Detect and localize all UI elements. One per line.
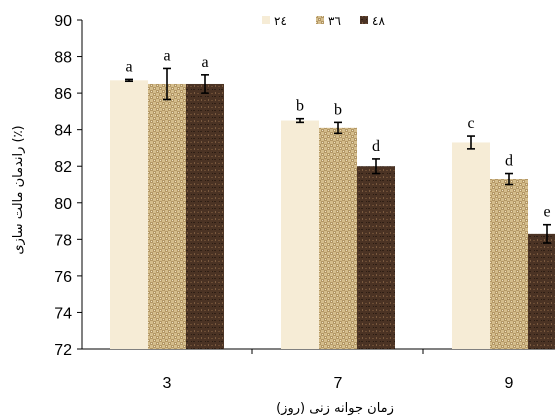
error-bar [125, 78, 133, 83]
bar-series-1-day-9 [452, 142, 490, 349]
error-bar [372, 158, 380, 175]
y-tick-label: 90 [54, 13, 72, 30]
y-tick-label: 86 [54, 86, 72, 103]
bar-series-2-day-3 [148, 83, 186, 349]
x-tick-label: 7 [334, 375, 343, 392]
bar-series-2-day-9 [490, 179, 528, 349]
bar-series-1-day-3 [110, 80, 148, 350]
y-tick-label: 78 [54, 232, 72, 249]
legend-label-1: ٢٤ [274, 14, 287, 28]
y-tick-label: 74 [54, 305, 72, 322]
significance-letter: d [505, 153, 513, 170]
bars [110, 80, 555, 350]
bar-series-3-day-7 [357, 166, 395, 349]
significance-letter: a [163, 47, 170, 64]
significance-letters: a b c a b d a d e [125, 47, 550, 220]
y-tick-label: 88 [54, 50, 72, 67]
legend-label-3: ٤٨ [372, 14, 385, 28]
error-bar [201, 74, 209, 94]
significance-letter: b [296, 98, 304, 115]
y-tick-labels: 72 74 76 78 80 82 84 86 88 90 [54, 13, 72, 359]
x-tick-label: 3 [163, 375, 172, 392]
legend: ٢٤ ٣٦ ٤٨ [262, 14, 385, 28]
bar-series-1-day-7 [281, 120, 319, 350]
x-tick-label: 9 [505, 375, 514, 392]
significance-letter: b [334, 101, 342, 118]
y-tick-label: 76 [54, 269, 72, 286]
y-tick-label: 80 [54, 196, 72, 213]
significance-letter: a [125, 58, 132, 75]
y-tick-label: 82 [54, 159, 72, 176]
bar-series-2-day-7 [319, 127, 357, 349]
legend-swatch-2 [316, 16, 324, 24]
legend-label-2: ٣٦ [328, 14, 341, 28]
error-bar [543, 223, 551, 244]
y-tick-label: 84 [54, 123, 72, 140]
y-axis-title: راندمان مالت سازی (٪) [11, 125, 26, 254]
error-bar [296, 117, 304, 124]
significance-letter: a [201, 54, 208, 71]
y-tick-label: 72 [54, 342, 72, 359]
significance-letter: e [543, 204, 550, 221]
significance-letter: c [467, 115, 474, 132]
legend-swatch-1 [262, 16, 270, 24]
error-bars [125, 67, 551, 244]
legend-swatch-3 [360, 16, 368, 24]
error-bar [505, 172, 513, 186]
error-bar [467, 135, 475, 150]
x-tick-labels: 3 7 9 [163, 375, 514, 392]
error-bar [163, 67, 171, 101]
bar-series-3-day-3 [186, 83, 224, 349]
error-bar [334, 121, 342, 135]
x-axis-title: زمان جوانه زنی (روز) [276, 401, 394, 416]
significance-letter: d [372, 138, 380, 155]
bar-series-3-day-9 [528, 233, 555, 349]
